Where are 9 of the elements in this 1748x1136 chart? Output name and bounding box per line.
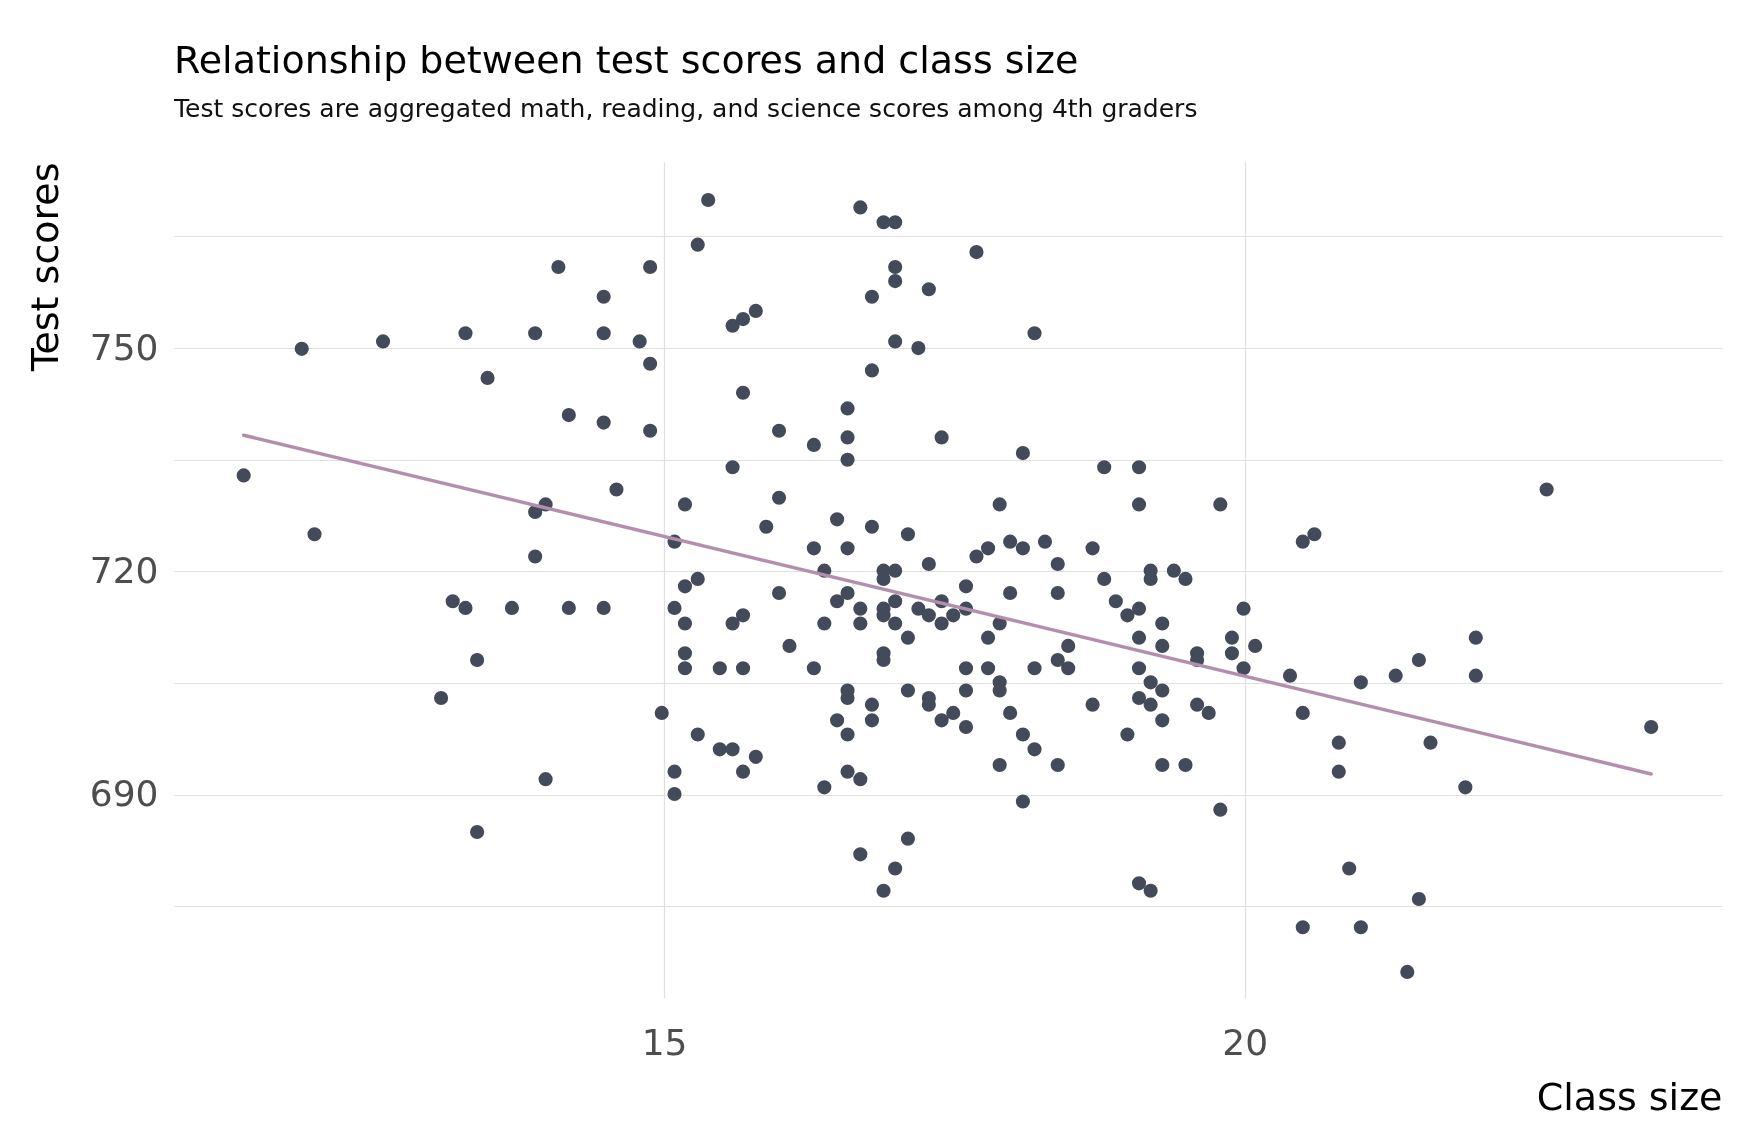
y-tick-label: 750 (89, 326, 159, 368)
chart-subtitle: Test scores are aggregated math, reading, and science scores among 4th graders (173, 94, 1198, 123)
y-tick-label: 690 (89, 773, 159, 815)
chart-title: Relationship between test scores and class size (174, 38, 1079, 82)
y-tick-label: 720 (89, 549, 159, 591)
y-axis-title: Test scores (22, 162, 67, 373)
x-tick-label: 15 (641, 1021, 688, 1063)
x-axis-title: Class size (1536, 1074, 1723, 1119)
x-tick-label: 20 (1222, 1021, 1269, 1063)
